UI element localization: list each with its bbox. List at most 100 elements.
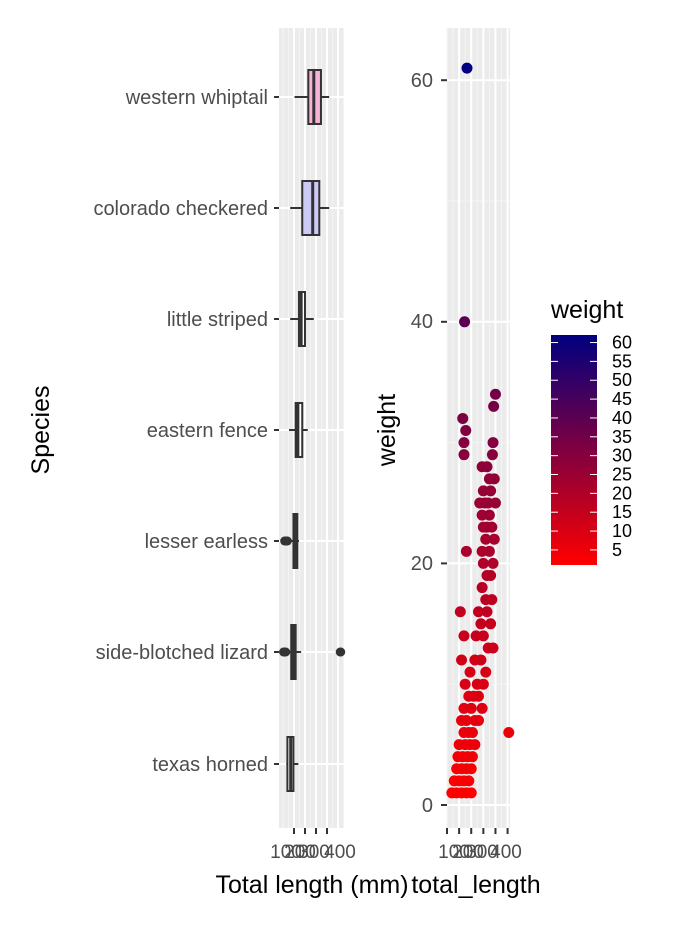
scatter-point: [456, 714, 468, 726]
species-label: little striped: [167, 309, 268, 331]
scatter-point: [458, 630, 470, 642]
legend-tick-label: 45: [612, 389, 632, 409]
species-label: lesser earless: [145, 531, 268, 553]
scatter-x-axis-title: total_length: [411, 871, 540, 899]
scatter-point: [473, 690, 484, 702]
species-label: western whiptail: [125, 87, 268, 109]
scatter-point: [461, 62, 473, 74]
scatter-point: [473, 606, 484, 618]
scatter-point: [488, 400, 500, 412]
x2-tick-label-300: 300: [466, 842, 498, 863]
scatter-point: [460, 425, 472, 437]
scatter-point: [486, 449, 498, 461]
x2-tick-label-400: 400: [490, 842, 522, 863]
scatter-point: [459, 678, 471, 690]
legend-tick-label: 40: [612, 408, 632, 428]
legend-tick-label: 20: [612, 483, 632, 503]
scatter-point: [486, 521, 498, 533]
scatter-point: [458, 449, 470, 461]
box-eastern-fence: [289, 402, 308, 458]
scatter-point: [481, 461, 493, 473]
scatter-point: [463, 775, 475, 787]
scatter-point: [483, 509, 495, 521]
legend-tick-label: 5: [612, 540, 622, 560]
scatter-point: [454, 606, 466, 618]
legend-colorbar: [551, 335, 597, 565]
box-western-whiptail: [294, 69, 330, 125]
box-texas-horned: [286, 736, 299, 792]
scatter-point: [485, 618, 497, 630]
scatter-point: [464, 666, 476, 678]
scatter-x-axis: 100 200 300 400: [438, 828, 522, 863]
legend-tick-label: 35: [612, 427, 632, 447]
scatter-point: [477, 678, 489, 690]
boxplot-x-axis: 100 200 300 400: [270, 828, 356, 863]
scatter-point: [477, 630, 489, 642]
legend-tick-label: 30: [612, 446, 632, 466]
legend-tick-label: 50: [612, 370, 632, 390]
scatter-point: [457, 412, 469, 424]
box-side-blotched-lizard: [279, 624, 346, 680]
y-tick-label-60: 60: [411, 70, 433, 92]
scatter-point: [466, 751, 478, 763]
x2-tick-label-200: 200: [452, 842, 484, 863]
legend-tick-label: 10: [612, 521, 632, 541]
scatter-point: [489, 497, 501, 509]
boxplot-panel: western whiptail colorado checkered little…: [27, 28, 409, 899]
scatter-point: [459, 316, 471, 328]
scatter-point: [487, 642, 499, 654]
scatter-point: [476, 582, 488, 594]
legend-tick-label: 25: [612, 465, 632, 485]
scatter-y-axis-title: weight: [373, 394, 401, 467]
scatter-point: [475, 618, 487, 630]
x-tick-label-200: 200: [284, 842, 316, 863]
scatter-point: [460, 545, 472, 557]
box-iqr: [301, 180, 321, 236]
scatter-point: [480, 533, 492, 545]
scatter-point: [485, 485, 497, 497]
y-tick-label-20: 20: [411, 553, 433, 575]
scatter-point: [488, 533, 500, 545]
legend-title: weight: [550, 296, 623, 324]
scatter-point: [456, 654, 468, 666]
legend-tick-label: 55: [612, 351, 632, 371]
outlier-point: [336, 647, 346, 657]
scatter-point: [480, 666, 492, 678]
scatter-point: [477, 557, 489, 569]
scatter-point: [465, 702, 477, 714]
species-tick-labels: western whiptail colorado checkered little…: [93, 87, 279, 776]
scatter-point: [466, 727, 478, 739]
weight-axis: 0 20 40 60: [411, 70, 447, 817]
scatter-point: [488, 473, 500, 485]
scatter-point: [473, 714, 484, 726]
scatter-point: [469, 739, 481, 751]
scatter-point: [476, 702, 488, 714]
outlier-point: [282, 536, 292, 546]
species-label: eastern fence: [147, 420, 268, 442]
legend-tick-label: 15: [612, 502, 632, 522]
box-lesser-earless: [280, 513, 299, 569]
scatter-panel: 0 20 40 60 100 200 300 400 total_length …: [373, 28, 541, 899]
x-tick-label-300: 300: [298, 842, 330, 863]
boxplot-y-axis-title: Species: [27, 386, 55, 475]
box-colorado-checkered: [290, 180, 330, 236]
scatter-point: [487, 557, 499, 569]
legend-tick-label: 60: [612, 333, 632, 353]
scatter-point: [485, 569, 497, 581]
boxplot-boxes: [279, 69, 346, 792]
scatter-point: [487, 437, 499, 449]
scatter-point: [475, 654, 487, 666]
boxplot-background: [279, 28, 344, 828]
outlier-point: [281, 647, 291, 657]
box-little-striped: [290, 291, 314, 347]
species-label: texas horned: [152, 754, 268, 776]
y-tick-label-0: 0: [422, 795, 433, 817]
x-tick-label-400: 400: [324, 842, 356, 863]
boxplot-x-axis-title: Total length (mm): [215, 871, 408, 899]
scatter-point: [465, 787, 477, 799]
x-tick-label-100: 100: [270, 842, 302, 863]
